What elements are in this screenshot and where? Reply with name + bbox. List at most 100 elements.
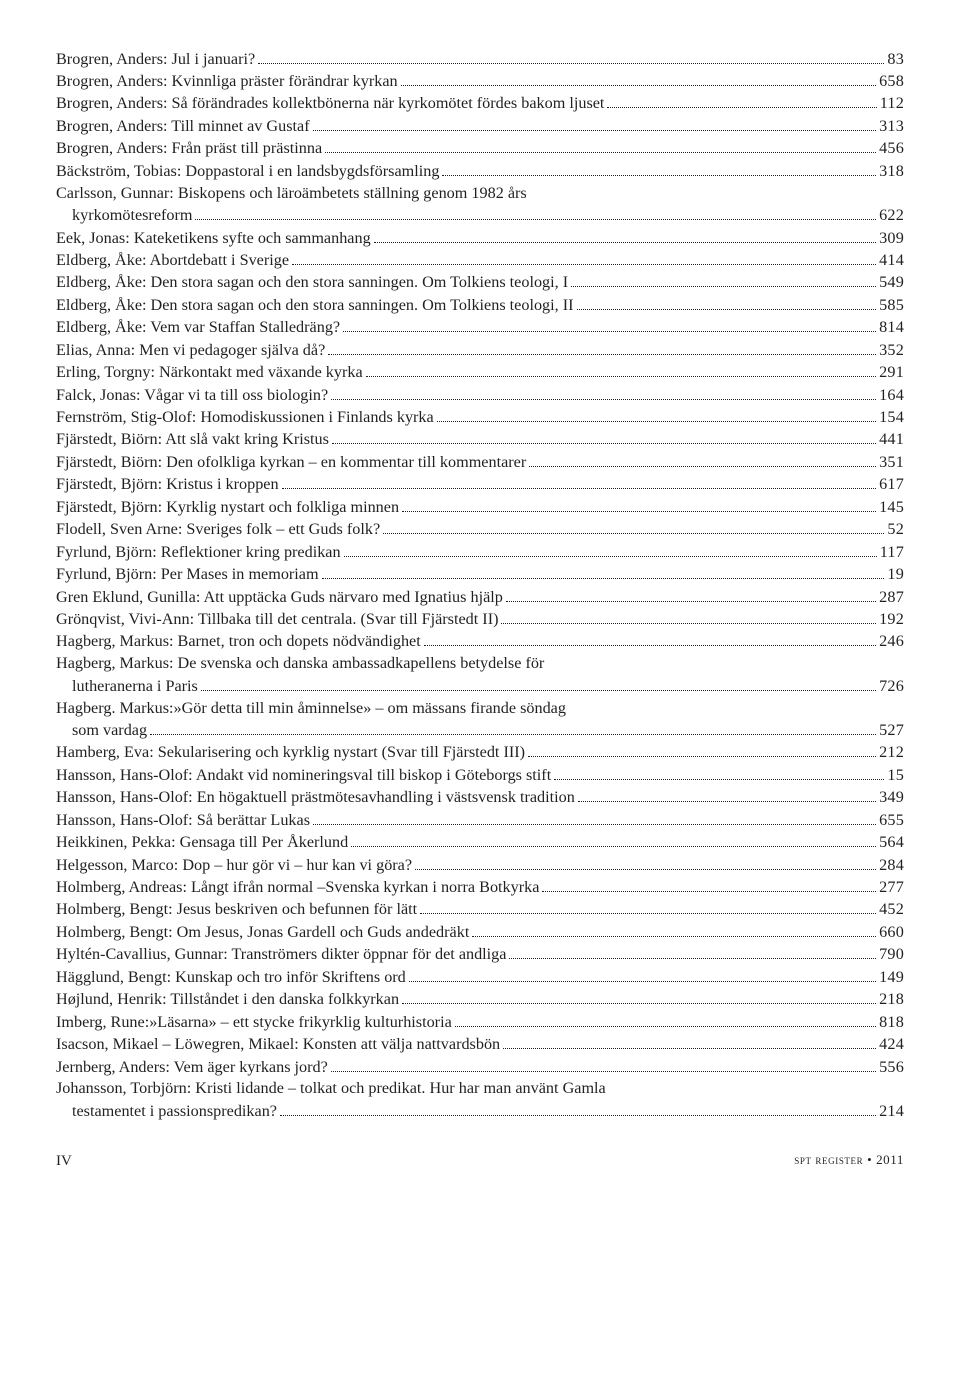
entry-page-number: 313	[879, 116, 904, 138]
index-entry: Fyrlund, Björn: Per Mases in memoriam19	[56, 563, 904, 585]
entry-text: lutheranerna i Paris	[56, 676, 198, 698]
entry-page-number: 277	[879, 877, 904, 899]
entry-page-number: 214	[879, 1101, 904, 1123]
index-entry: Erling, Torgny: Närkontakt med växande k…	[56, 362, 904, 384]
entry-text: Brogren, Anders: Till minnet av Gustaf	[56, 116, 310, 138]
index-entry: Falck, Jonas: Vågar vi ta till oss biolo…	[56, 384, 904, 406]
dot-leader	[344, 541, 877, 557]
dot-leader	[542, 876, 876, 892]
index-entry: Gren Eklund, Gunilla: Att upptäcka Guds …	[56, 586, 904, 608]
entry-text: Flodell, Sven Arne: Sveriges folk – ett …	[56, 519, 380, 541]
entry-page-number: 149	[879, 967, 904, 989]
entry-page-number: 287	[879, 587, 904, 609]
entry-text: Falck, Jonas: Vågar vi ta till oss biolo…	[56, 385, 328, 407]
index-entry: Holmberg, Bengt: Om Jesus, Jonas Gardell…	[56, 921, 904, 943]
entry-text: Heikkinen, Pekka: Gensaga till Per Åkerl…	[56, 832, 348, 854]
entry-page-number: 218	[879, 989, 904, 1011]
entry-page-number: 145	[879, 497, 904, 519]
entry-page-number: 192	[879, 609, 904, 631]
dot-leader	[343, 317, 876, 333]
entry-text: Eldberg, Åke: Vem var Staffan Stalledrän…	[56, 317, 340, 339]
dot-leader	[366, 362, 876, 378]
dot-leader	[402, 989, 876, 1005]
entry-text: Erling, Torgny: Närkontakt med växande k…	[56, 362, 363, 384]
index-entry: Hagberg, Markus: De svenska och danska a…	[56, 653, 904, 675]
dot-leader	[331, 384, 876, 400]
dot-leader	[282, 474, 877, 490]
entry-page-number: 246	[879, 631, 904, 653]
footer-publication-info: spt register • 2011	[794, 1151, 904, 1171]
entry-text: Højlund, Henrik: Tillståndet i den dansk…	[56, 989, 399, 1011]
dot-leader	[383, 519, 884, 535]
entry-text: Gren Eklund, Gunilla: Att upptäcka Guds …	[56, 587, 503, 609]
entry-text: Hagberg, Markus: De svenska och danska a…	[56, 653, 544, 675]
entry-text: Holmberg, Bengt: Om Jesus, Jonas Gardell…	[56, 922, 469, 944]
index-entry: Fjärstedt, Björn: Kristus i kroppen617	[56, 474, 904, 496]
entry-page-number: 349	[879, 787, 904, 809]
entry-text: Elias, Anna: Men vi pedagoger själva då?	[56, 340, 325, 362]
index-entry: lutheranerna i Paris726	[56, 675, 904, 697]
index-entry: Jernberg, Anders: Vem äger kyrkans jord?…	[56, 1056, 904, 1078]
index-entry: Hagberg. Markus:»Gör detta till min åmin…	[56, 698, 904, 720]
index-entry: Elias, Anna: Men vi pedagoger själva då?…	[56, 339, 904, 361]
dot-leader	[501, 608, 876, 624]
entry-text: Holmberg, Bengt: Jesus beskriven och bef…	[56, 899, 417, 921]
entry-text: Hyltén-Cavallius, Gunnar: Tranströmers d…	[56, 944, 506, 966]
entry-text: Brogren, Anders: Kvinnliga präster förän…	[56, 71, 398, 93]
index-entry: Helgesson, Marco: Dop – hur gör vi – hur…	[56, 854, 904, 876]
entry-page-number: 658	[879, 71, 904, 93]
entry-page-number: 564	[879, 832, 904, 854]
index-entry: Hansson, Hans-Olof: Andakt vid nominerin…	[56, 764, 904, 786]
index-entry: Hagberg, Markus: Barnet, tron och dopets…	[56, 631, 904, 653]
index-entry: Holmberg, Bengt: Jesus beskriven och bef…	[56, 899, 904, 921]
entry-text: Eldberg, Åke: Den stora sagan och den st…	[56, 295, 574, 317]
dot-leader	[437, 406, 876, 422]
dot-leader	[195, 204, 876, 220]
entry-page-number: 154	[879, 407, 904, 429]
index-entry: Heikkinen, Pekka: Gensaga till Per Åkerl…	[56, 832, 904, 854]
entry-text: Eldberg, Åke: Den stora sagan och den st…	[56, 272, 568, 294]
index-entry: Fjärstedt, Biörn: Den ofolkliga kyrkan –…	[56, 451, 904, 473]
dot-leader	[577, 294, 877, 310]
entry-page-number: 352	[879, 340, 904, 362]
entry-text: kyrkomötesreform	[56, 205, 192, 227]
index-entry: Brogren, Anders: Till minnet av Gustaf 31…	[56, 115, 904, 137]
entry-text: Grönqvist, Vivi-Ann: Tillbaka till det c…	[56, 609, 498, 631]
entry-page-number: 414	[879, 250, 904, 272]
entry-text: Fyrlund, Björn: Reflektioner kring predi…	[56, 542, 341, 564]
entry-text: Isacson, Mikael – Löwegren, Mikael: Kons…	[56, 1034, 500, 1056]
entry-page-number: 318	[879, 161, 904, 183]
entry-page-number: 52	[887, 519, 904, 541]
entry-page-number: 441	[879, 429, 904, 451]
entry-page-number: 622	[879, 205, 904, 227]
dot-leader	[503, 1034, 876, 1050]
entry-text: Hagberg, Markus: Barnet, tron och dopets…	[56, 631, 421, 653]
index-entry: Hamberg, Eva: Sekularisering och kyrklig…	[56, 742, 904, 764]
entry-text: Brogren, Anders: Jul i januari?	[56, 49, 255, 71]
entry-text: Fjärstedt, Björn: Kristus i kroppen	[56, 474, 279, 496]
dot-leader	[150, 719, 876, 735]
dot-leader	[351, 832, 876, 848]
index-entry: Eldberg, Åke: Den stora sagan och den st…	[56, 294, 904, 316]
index-entry: Eldberg, Åke: Abortdebatt i Sverige414	[56, 249, 904, 271]
entry-text: Imberg, Rune:»Läsarna» – ett stycke frik…	[56, 1012, 452, 1034]
index-entry: Flodell, Sven Arne: Sveriges folk – ett …	[56, 519, 904, 541]
index-entry: Fjärstedt, Björn: Kyrklig nystart och fo…	[56, 496, 904, 518]
entry-page-number: 351	[879, 452, 904, 474]
index-entry: Hansson, Hans-Olof: Så berättar Lukas655	[56, 809, 904, 831]
dot-leader	[313, 115, 877, 131]
entry-page-number: 818	[879, 1012, 904, 1034]
index-entry: som vardag527	[56, 719, 904, 741]
entry-page-number: 424	[879, 1034, 904, 1056]
entry-text: Eek, Jonas: Kateketikens syfte och samma…	[56, 228, 371, 250]
entry-page-number: 814	[879, 317, 904, 339]
dot-leader	[509, 944, 876, 960]
entry-page-number: 284	[879, 855, 904, 877]
dot-leader	[455, 1011, 876, 1027]
index-entry: testamentet i passionspredikan?214	[56, 1100, 904, 1122]
dot-leader	[331, 1056, 876, 1072]
page-footer: IV spt register • 2011	[56, 1151, 904, 1171]
index-entry: Brogren, Anders: Jul i januari?83	[56, 48, 904, 70]
entry-text: som vardag	[56, 720, 147, 742]
dot-leader	[258, 48, 884, 64]
